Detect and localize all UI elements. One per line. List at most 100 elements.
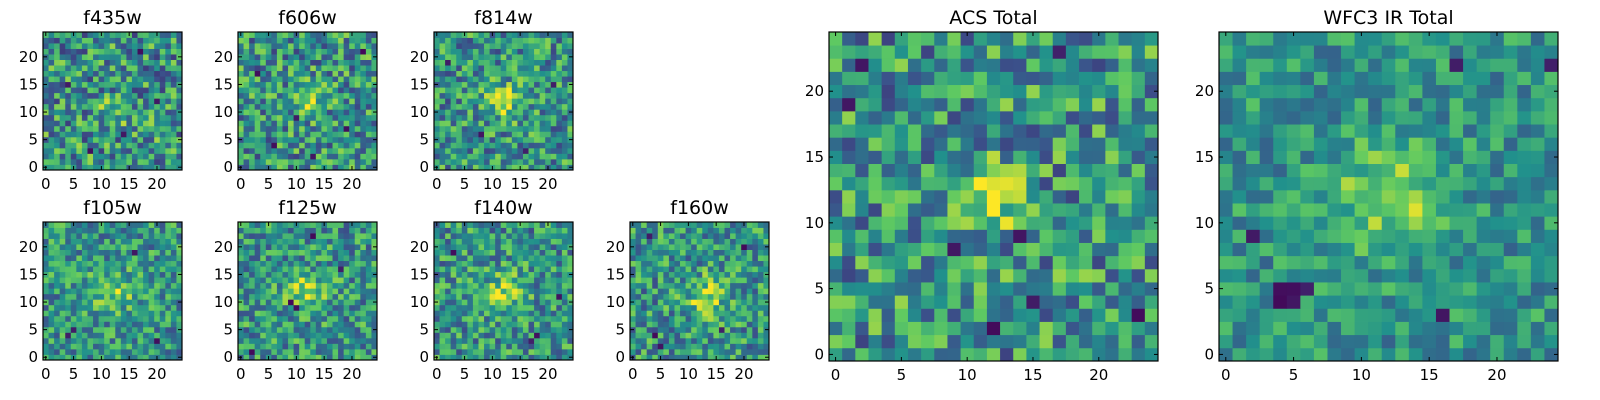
- heatmap-cell: [522, 321, 529, 328]
- heatmap-cell: [48, 310, 55, 317]
- heatmap-cell: [126, 153, 133, 160]
- axes-frame: [433, 31, 574, 171]
- heatmap-cell: [842, 163, 856, 178]
- heatmap-cell: [288, 98, 294, 105]
- heatmap-cell: [310, 326, 317, 333]
- heatmap-cell: [696, 233, 703, 239]
- x-tick-label: 15: [511, 175, 530, 193]
- heatmap-cell: [326, 103, 333, 110]
- heatmap-cell: [445, 153, 452, 160]
- heatmap-cell: [741, 233, 748, 239]
- heatmap-cell: [304, 326, 311, 333]
- heatmap-cell: [54, 103, 61, 110]
- heatmap-cell: [472, 271, 479, 278]
- heatmap-cell: [467, 348, 474, 355]
- heatmap-cell: [467, 125, 474, 132]
- heatmap-cell: [54, 136, 61, 143]
- heatmap-cell: [746, 337, 753, 344]
- heatmap-cell: [293, 315, 300, 322]
- heatmap-cell: [93, 299, 99, 306]
- heatmap-cell: [304, 164, 311, 171]
- heatmap-cell: [159, 153, 166, 160]
- heatmap-cell: [934, 163, 948, 178]
- heatmap-cell: [461, 98, 468, 105]
- heatmap-cell: [354, 32, 361, 38]
- heatmap-cell: [894, 282, 909, 296]
- heatmap-cell: [478, 348, 485, 355]
- heatmap-cell: [338, 271, 345, 278]
- heatmap-cell: [668, 348, 675, 355]
- heatmap-cell: [763, 227, 770, 234]
- heatmap-cell: [165, 321, 172, 328]
- heatmap-cell: [545, 337, 552, 344]
- heatmap-cell: [326, 299, 333, 306]
- heatmap-cell: [868, 321, 883, 336]
- heatmap-cell: [304, 81, 311, 88]
- heatmap-cell: [472, 59, 479, 66]
- heatmap-cell: [371, 260, 378, 267]
- heatmap-cell: [730, 282, 737, 289]
- heatmap-cell: [271, 271, 278, 278]
- heatmap-cell: [489, 271, 496, 278]
- heatmap-cell: [93, 147, 99, 154]
- heatmap-cell: [70, 114, 77, 121]
- heatmap-cell: [338, 321, 345, 328]
- heatmap-cell: [456, 299, 463, 306]
- heatmap-cell: [109, 277, 116, 284]
- heatmap-cell: [48, 332, 55, 339]
- heatmap-cell: [707, 304, 714, 311]
- heatmap-cell: [1013, 268, 1027, 283]
- heatmap-cell: [539, 142, 546, 149]
- heatmap-cell: [115, 76, 122, 83]
- heatmap-cell: [354, 142, 361, 149]
- heatmap-cell: [332, 255, 339, 262]
- heatmap-cell: [93, 54, 99, 60]
- heatmap-cell: [299, 304, 306, 311]
- heatmap-cell: [93, 92, 99, 99]
- heatmap-cell: [254, 354, 261, 361]
- heatmap-cell: [43, 147, 49, 154]
- heatmap-cell: [484, 354, 490, 361]
- heatmap-cell: [254, 109, 261, 116]
- heatmap-cell: [439, 153, 446, 160]
- heatmap-cell: [461, 59, 468, 66]
- heatmap-cell: [528, 164, 535, 171]
- heatmap-cell: [663, 249, 670, 256]
- heatmap-cell: [741, 266, 748, 273]
- heatmap-cell: [254, 48, 261, 55]
- heatmap-cell: [691, 260, 698, 267]
- heatmap-cell: [450, 125, 457, 132]
- heatmap-cell: [522, 98, 529, 105]
- heatmap-cell: [484, 249, 490, 256]
- heatmap-cell: [104, 244, 111, 250]
- heatmap-cell: [1052, 255, 1067, 270]
- heatmap-cell: [707, 255, 714, 262]
- heatmap-cell: [545, 81, 552, 88]
- heatmap-cell: [159, 136, 166, 143]
- heatmap-cell: [326, 142, 333, 149]
- heatmap-cell: [254, 87, 261, 94]
- heatmap-cell: [338, 98, 345, 105]
- heatmap-cell: [104, 109, 111, 116]
- heatmap-cell: [48, 142, 55, 149]
- heatmap-cell: [973, 216, 988, 230]
- heatmap-cell: [561, 103, 568, 110]
- heatmap-cell: [1039, 334, 1054, 349]
- heatmap-cell: [265, 321, 272, 328]
- heatmap-cell: [93, 343, 99, 350]
- heatmap-cell: [550, 354, 557, 361]
- heatmap-cell: [109, 87, 116, 94]
- heatmap-cell: [528, 343, 535, 350]
- heatmap-cell: [1092, 268, 1106, 283]
- heatmap-cell: [165, 332, 172, 339]
- heatmap-cell: [338, 125, 345, 132]
- heatmap-cell: [855, 216, 869, 230]
- heatmap-cell: [635, 332, 642, 339]
- heatmap-cell: [757, 233, 764, 239]
- heatmap-cell: [159, 271, 166, 278]
- heatmap-cell: [315, 98, 322, 105]
- heatmap-cell: [539, 59, 546, 66]
- heatmap-cell: [326, 131, 333, 138]
- heatmap-cell: [907, 176, 922, 191]
- heatmap-cell: [1065, 229, 1080, 243]
